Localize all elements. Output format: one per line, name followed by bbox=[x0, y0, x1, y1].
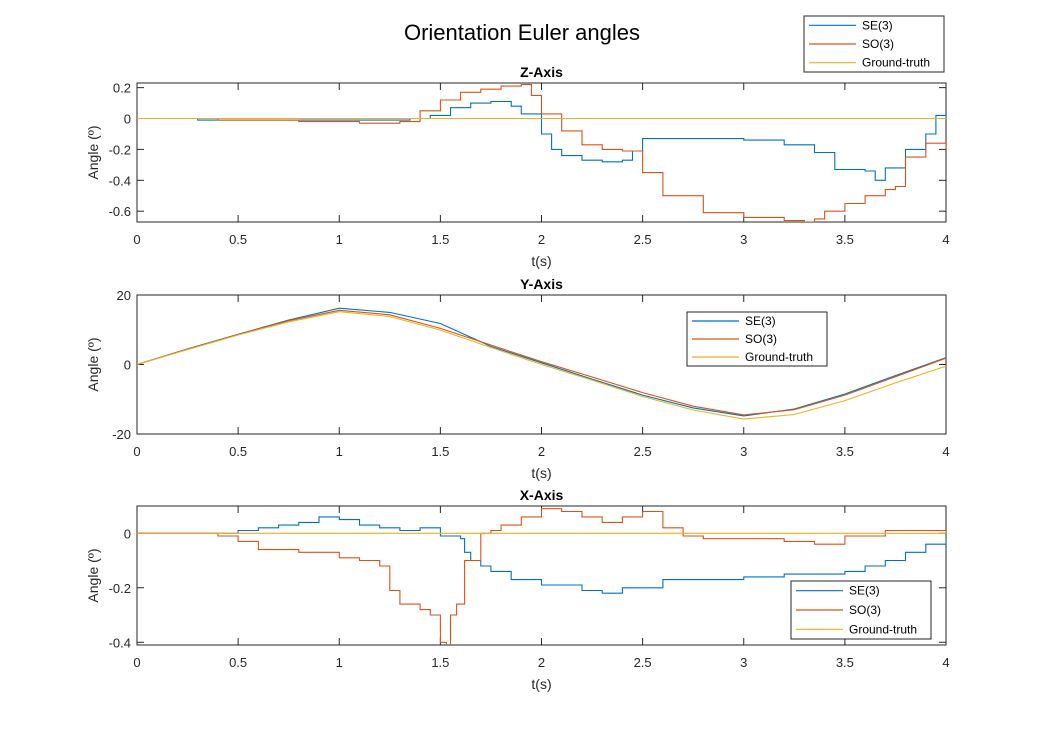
legend-label-so-3: SO(3) bbox=[849, 603, 881, 617]
x-tick-label: 2.5 bbox=[634, 444, 652, 459]
y-tick-label: 0 bbox=[124, 358, 131, 373]
x-tick-label: 2 bbox=[538, 655, 545, 670]
y-axis-label: Angle (º) bbox=[85, 548, 101, 602]
subplot-legend: SE(3) SO(3) Ground-truth bbox=[790, 580, 932, 640]
x-axis-label: t(s) bbox=[531, 253, 551, 269]
x-tick-label: 0.5 bbox=[229, 655, 247, 670]
y-tick-label: -0.4 bbox=[109, 635, 131, 650]
x-tick-label: 1 bbox=[336, 655, 343, 670]
subplot-z-axis: 0 0.5 1 1.5 2 2.5 3 3.5 4 -0.6 -0.4 -0.2 0 0.2 Z-Axis t… bbox=[85, 64, 950, 269]
x-tick-label: 0 bbox=[133, 655, 140, 670]
figure-title: Orientation Euler angles bbox=[404, 20, 640, 45]
y-axis-label: Angle (º) bbox=[85, 125, 101, 179]
series-line-so-3 bbox=[137, 83, 946, 222]
x-tick-label: 0.5 bbox=[229, 444, 247, 459]
subplot-legend: SE(3) SO(3) Ground-truth bbox=[686, 311, 828, 367]
y-tick-label: 20 bbox=[117, 288, 131, 303]
x-tick-label: 3 bbox=[740, 232, 747, 247]
y-tick-label: -0.2 bbox=[109, 581, 131, 596]
y-tick-label: 0 bbox=[124, 526, 131, 541]
legend-label-ground-truth: Ground-truth bbox=[862, 56, 930, 70]
x-axis-label: t(s) bbox=[531, 465, 551, 481]
x-tick-label: 3.5 bbox=[836, 232, 854, 247]
legend-label-ground-truth: Ground-truth bbox=[745, 350, 813, 364]
x-tick-label: 0 bbox=[133, 232, 140, 247]
y-tick-label: 0 bbox=[124, 112, 131, 127]
subplots: 0 0.5 1 1.5 2 2.5 3 3.5 4 -0.6 -0.4 -0.2 0 0.2 Z-Axis t… bbox=[85, 64, 950, 692]
x-tick-label: 1 bbox=[336, 232, 343, 247]
y-tick-label: -20 bbox=[112, 427, 131, 442]
series-line-se-3 bbox=[137, 516, 946, 594]
legend-label-so-3: SO(3) bbox=[745, 332, 777, 346]
y-tick-label: 0.2 bbox=[113, 81, 131, 96]
legend-label-se-3: SE(3) bbox=[745, 314, 776, 328]
x-tick-label: 1.5 bbox=[431, 232, 449, 247]
x-tick-label: 3 bbox=[740, 444, 747, 459]
x-tick-label: 0 bbox=[133, 444, 140, 459]
series-group bbox=[137, 307, 946, 420]
x-tick-label: 2 bbox=[538, 444, 545, 459]
subplot-title: Y-Axis bbox=[520, 276, 563, 292]
legend-label-so-3: SO(3) bbox=[862, 37, 894, 51]
x-tick-label: 1.5 bbox=[431, 444, 449, 459]
series-line-ground-truth bbox=[137, 311, 946, 420]
subplot-title: X-Axis bbox=[520, 487, 564, 503]
global-legend: SE(3) SO(3) Ground-truth bbox=[803, 15, 945, 73]
series-group bbox=[137, 83, 946, 222]
subplot-title: Z-Axis bbox=[520, 64, 563, 80]
series-line-so-3 bbox=[137, 309, 946, 416]
x-tick-label: 3.5 bbox=[836, 444, 854, 459]
series-group bbox=[137, 508, 946, 645]
x-tick-label: 4 bbox=[942, 232, 949, 247]
x-tick-label: 3 bbox=[740, 655, 747, 670]
x-tick-label: 2.5 bbox=[634, 232, 652, 247]
y-tick-label: -0.4 bbox=[109, 173, 131, 188]
x-tick-label: 2.5 bbox=[634, 655, 652, 670]
legend-label-se-3: SE(3) bbox=[862, 18, 893, 32]
x-tick-label: 2 bbox=[538, 232, 545, 247]
legend-label-se-3: SE(3) bbox=[849, 584, 880, 598]
x-tick-label: 0.5 bbox=[229, 232, 247, 247]
legend-label-ground-truth: Ground-truth bbox=[849, 622, 917, 636]
y-tick-label: -0.2 bbox=[109, 142, 131, 157]
series-line-se-3 bbox=[137, 100, 946, 181]
x-axis-label: t(s) bbox=[531, 676, 551, 692]
x-tick-label: 1.5 bbox=[431, 655, 449, 670]
y-tick-label: -0.6 bbox=[109, 204, 131, 219]
subplot-x-axis: 0 0.5 1 1.5 2 2.5 3 3.5 4 -0.4 -0.2 0 X-Axis t(s) Angl… bbox=[85, 487, 950, 692]
y-axis-label: Angle (º) bbox=[85, 337, 101, 391]
x-tick-label: 3.5 bbox=[836, 655, 854, 670]
x-tick-label: 1 bbox=[336, 444, 343, 459]
x-tick-label: 4 bbox=[942, 444, 949, 459]
x-tick-label: 4 bbox=[942, 655, 949, 670]
